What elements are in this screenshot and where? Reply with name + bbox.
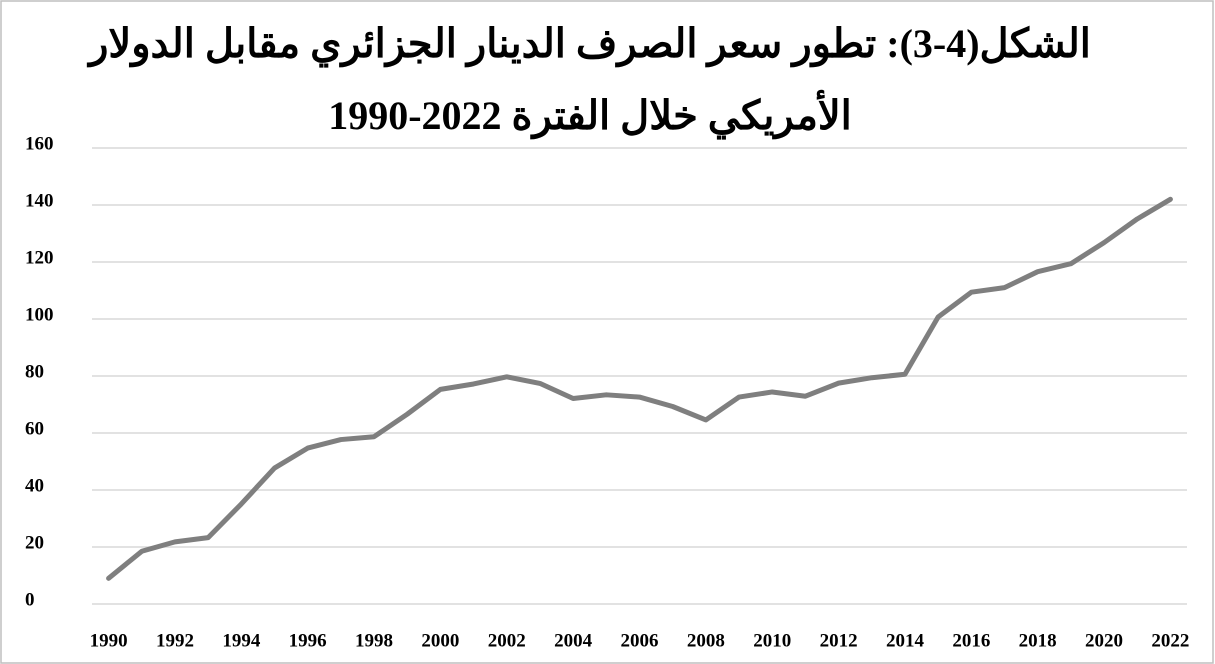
y-tick-label: 20 xyxy=(25,532,44,553)
data-line xyxy=(106,196,1173,581)
x-tick-label: 2012 xyxy=(820,630,858,651)
y-tick-label: 140 xyxy=(25,190,54,211)
y-tick-label: 160 xyxy=(25,133,54,154)
y-tick-label: 80 xyxy=(25,361,44,382)
x-tick-label: 2002 xyxy=(488,630,526,651)
x-tick-label: 2010 xyxy=(753,630,791,651)
x-tick-label: 1994 xyxy=(222,630,261,651)
x-tick-label: 1990 xyxy=(90,630,128,651)
x-tick-label: 2004 xyxy=(554,630,593,651)
x-tick-label: 1998 xyxy=(355,630,393,651)
y-tick-label: 0 xyxy=(25,589,35,610)
chart-title: الشكل(4-3): تطور سعر الصرف الدينار الجزا… xyxy=(86,21,1091,68)
x-tick-label: 2018 xyxy=(1019,630,1057,651)
x-tick-label: 1992 xyxy=(156,630,194,651)
x-tick-label: 1996 xyxy=(289,630,327,651)
y-tick-label: 60 xyxy=(25,418,44,439)
x-tick-label: 2014 xyxy=(886,630,925,651)
chart-title: الأمريكي خلال الفترة 2022-1990 xyxy=(328,89,852,140)
x-tick-label: 2020 xyxy=(1085,630,1123,651)
y-tick-label: 40 xyxy=(25,475,44,496)
x-tick-label: 2000 xyxy=(421,630,459,651)
y-tick-label: 100 xyxy=(25,304,54,325)
x-tick-label: 2016 xyxy=(952,630,990,651)
x-tick-label: 2022 xyxy=(1151,630,1189,651)
x-tick-label: 2008 xyxy=(687,630,725,651)
y-tick-label: 120 xyxy=(25,247,54,268)
x-tick-label: 2006 xyxy=(621,630,659,651)
